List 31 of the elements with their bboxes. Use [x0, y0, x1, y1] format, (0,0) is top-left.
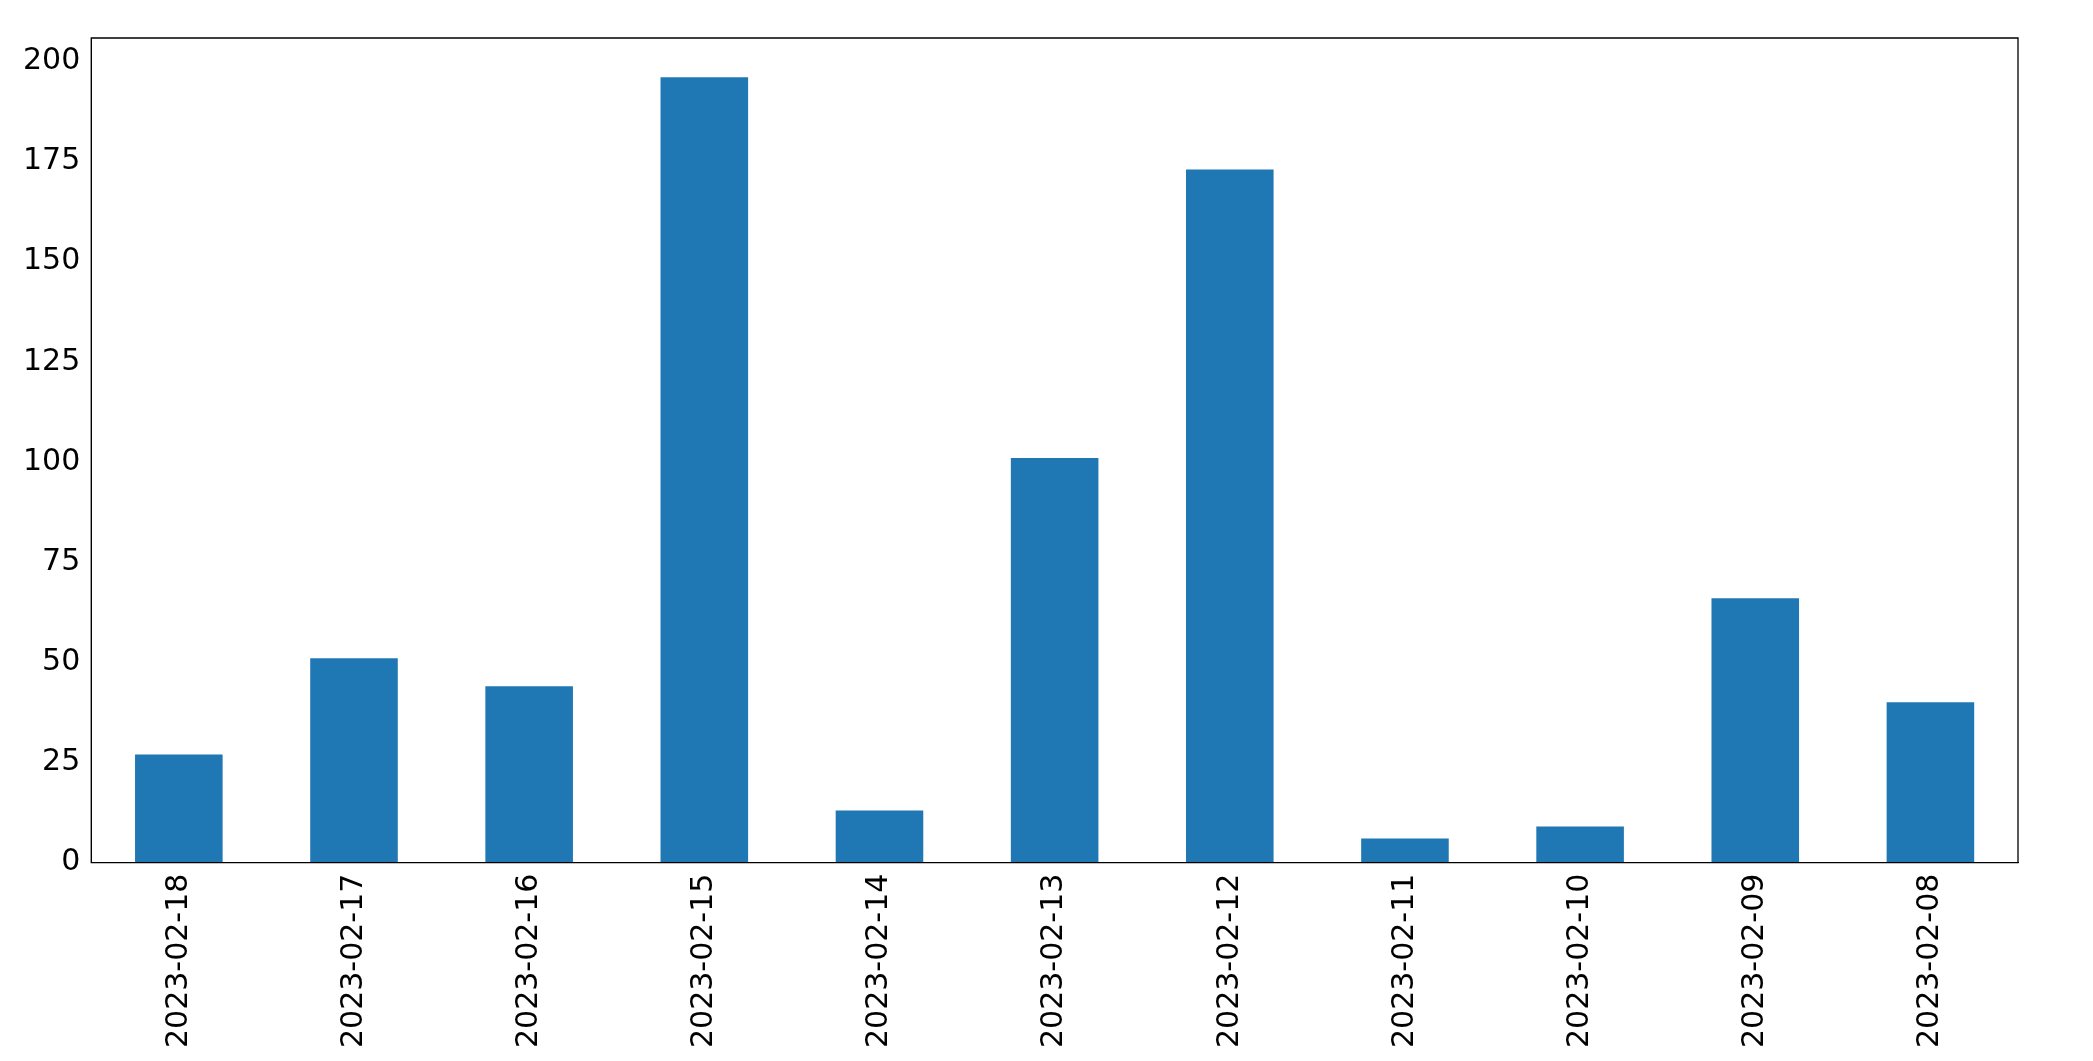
bar — [1711, 598, 1800, 863]
x-tick-label: 2023-02-10 — [1559, 873, 1595, 1049]
x-tick-label: 2023-02-12 — [1209, 873, 1245, 1049]
y-tick-label: 175 — [23, 141, 81, 177]
x-tick-label: 2023-02-11 — [1384, 873, 1420, 1049]
y-tick-label: 150 — [23, 241, 81, 277]
x-tick-label: 2023-02-15 — [684, 873, 720, 1049]
bar — [660, 77, 749, 863]
bar — [310, 658, 398, 863]
y-tick-label: 100 — [23, 441, 81, 477]
bar — [135, 754, 223, 863]
y-tick-label: 75 — [42, 541, 81, 577]
bar — [485, 686, 573, 863]
x-tick-label: 2023-02-17 — [333, 873, 369, 1049]
bar — [1361, 838, 1449, 863]
x-tick-label: 2023-02-16 — [508, 873, 544, 1049]
y-tick-label: 25 — [42, 742, 81, 778]
y-tick-label: 125 — [23, 341, 81, 377]
bar — [1886, 702, 1975, 863]
y-tick-label: 200 — [23, 41, 81, 77]
bar — [1536, 826, 1624, 863]
bar — [835, 810, 924, 863]
y-tick-label: 50 — [42, 642, 81, 678]
x-tick-label: 2023-02-09 — [1735, 873, 1771, 1049]
x-tick-label: 2023-02-18 — [158, 873, 194, 1049]
bar — [1010, 457, 1099, 863]
bar — [1186, 169, 1274, 863]
y-tick-label: 0 — [61, 842, 81, 878]
x-tick-label: 2023-02-13 — [1034, 873, 1070, 1049]
x-tick-label: 2023-02-08 — [1910, 873, 1946, 1049]
x-tick-label: 2023-02-14 — [859, 873, 895, 1049]
